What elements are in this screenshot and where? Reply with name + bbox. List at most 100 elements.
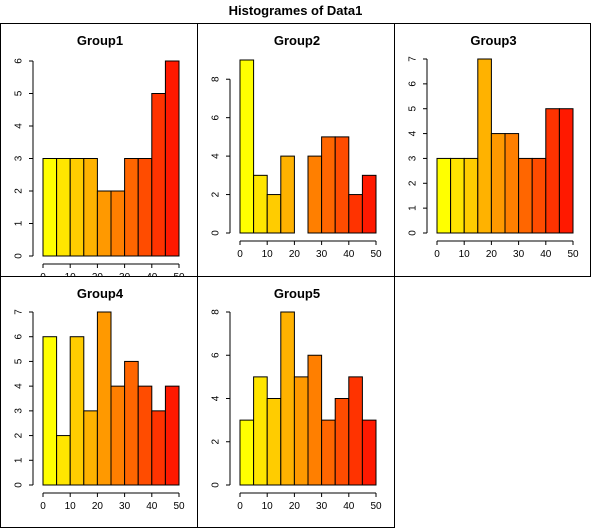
- histogram-bar: [450, 157, 465, 234]
- histogram-bar: [42, 336, 58, 486]
- y-tick-label: 6: [408, 81, 419, 87]
- x-tick-label: 30: [513, 249, 525, 260]
- histogram-bar: [307, 354, 323, 486]
- y-tick-label: 8: [211, 76, 222, 82]
- y-tick-label: 2: [14, 188, 25, 194]
- x-tick-label: 0: [237, 249, 243, 260]
- histogram-bar: [490, 133, 506, 234]
- histogram-svg: Group1 0 1 2 3 4 5 6 0 10 20 30 40 50: [14, 33, 185, 278]
- x-tick-label: 40: [343, 501, 355, 512]
- y-tick-label: 4: [211, 153, 222, 159]
- y-tick-label: 6: [211, 114, 222, 120]
- histogram-bar: [110, 385, 126, 486]
- histogram-bar: [253, 174, 268, 234]
- histogram-bar: [266, 398, 282, 486]
- histogram-bar: [239, 419, 255, 486]
- y-tick-label: 5: [14, 358, 25, 364]
- x-tick-label: 0: [40, 272, 46, 278]
- histogram-bar: [83, 410, 98, 486]
- y-tick-label: 1: [14, 220, 25, 226]
- histogram-bar: [334, 136, 350, 234]
- panel-title: Group1: [77, 33, 123, 48]
- bars: [42, 60, 180, 257]
- x-tick-label: 0: [434, 249, 440, 260]
- histogram-bar: [334, 398, 350, 486]
- histogram-bar: [361, 174, 377, 234]
- histogram-panel-group4: Group4 0 1 2 3 4 5 6 7 0 10 20 30 40 50: [0, 276, 198, 528]
- bars: [42, 311, 180, 486]
- x-tick-label: 20: [92, 501, 104, 512]
- y-tick-label: 0: [211, 482, 222, 488]
- y-tick-label: 6: [211, 352, 222, 358]
- histogram-bar: [348, 376, 363, 486]
- histogram-bar: [504, 133, 520, 234]
- histogram-panel-group2: Group2 0 2 4 6 8 0 10 20 30 40 50: [197, 23, 395, 277]
- histogram-bar: [164, 385, 180, 486]
- y-tick-label: 7: [408, 56, 419, 62]
- x-tick-label: 20: [486, 249, 498, 260]
- panel-title: Group2: [274, 33, 320, 48]
- figure-title: Histogrames of Data1: [228, 3, 363, 18]
- x-tick-label: 40: [146, 501, 158, 512]
- x-tick-label: 10: [262, 501, 274, 512]
- y-tick-label: 2: [211, 191, 222, 197]
- x-tick-label: 50: [173, 501, 185, 512]
- y-tick-label: 0: [211, 230, 222, 236]
- x-tick-label: 30: [316, 249, 328, 260]
- histogram-bar: [96, 190, 112, 257]
- histogram-bar: [531, 157, 547, 234]
- y-tick-label: 6: [14, 333, 25, 339]
- y-tick-label: 3: [14, 408, 25, 414]
- histogram-svg: Group3 0 1 2 3 4 5 6 7 0 10 20 30 40 50: [408, 33, 579, 260]
- histogram-bar: [124, 158, 139, 257]
- x-tick-label: 10: [262, 249, 274, 260]
- x-tick-label: 30: [119, 272, 131, 278]
- bars: [239, 311, 377, 486]
- y-tick-label: 4: [408, 130, 419, 136]
- y-tick-label: 2: [211, 439, 222, 445]
- x-tick-label: 0: [237, 501, 243, 512]
- histogram-bar: [69, 158, 85, 257]
- histogram-bar: [239, 59, 255, 234]
- x-tick-label: 40: [146, 272, 158, 278]
- x-tick-label: 50: [567, 249, 579, 260]
- x-tick-label: 50: [370, 501, 382, 512]
- histogram-bar: [69, 336, 85, 486]
- histogram-bar: [110, 190, 126, 257]
- histogram-bar: [321, 136, 336, 234]
- histogram-svg: Group5 0 2 4 6 8 0 10 20 30 40 50: [211, 286, 382, 512]
- histogram-bar: [477, 58, 492, 234]
- histogram-bar: [321, 419, 336, 486]
- x-tick-label: 30: [316, 501, 328, 512]
- histogram-bar: [137, 158, 153, 257]
- y-tick-label: 5: [408, 105, 419, 111]
- histogram-bar: [361, 419, 377, 486]
- x-tick-label: 30: [119, 501, 131, 512]
- y-tick-label: 2: [14, 432, 25, 438]
- histogram-bar: [463, 157, 479, 234]
- y-tick-label: 4: [211, 395, 222, 401]
- y-tick-label: 0: [14, 253, 25, 259]
- bars: [436, 58, 574, 234]
- histogram-bar: [151, 410, 166, 486]
- histogram-bar: [124, 360, 139, 486]
- histogram-bar: [518, 157, 533, 234]
- histogram-bar: [83, 158, 98, 257]
- histogram-bar: [436, 157, 452, 234]
- histogram-bar: [96, 311, 112, 486]
- y-tick-label: 2: [408, 180, 419, 186]
- bars: [239, 59, 377, 234]
- y-tick-label: 1: [14, 457, 25, 463]
- x-tick-label: 0: [40, 501, 46, 512]
- y-tick-label: 7: [14, 309, 25, 315]
- y-tick-label: 4: [14, 383, 25, 389]
- histogram-bar: [280, 311, 295, 486]
- histogram-bar: [56, 435, 71, 486]
- y-tick-label: 5: [14, 90, 25, 96]
- y-tick-label: 3: [408, 155, 419, 161]
- x-tick-label: 10: [65, 501, 77, 512]
- x-tick-label: 20: [92, 272, 104, 278]
- histogram-bar: [164, 60, 180, 257]
- histogram-bar: [307, 155, 323, 234]
- histogram-bar: [151, 93, 166, 257]
